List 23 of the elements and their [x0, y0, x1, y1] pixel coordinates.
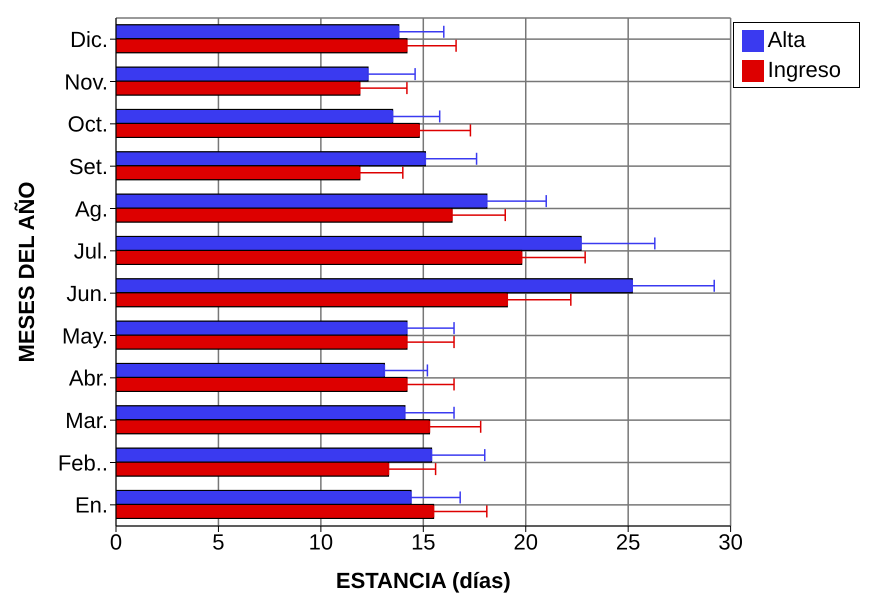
y-tick-label: Set. [68, 154, 108, 179]
x-axis-title: ESTANCIA (días) [336, 568, 511, 593]
y-tick-label: Jul. [74, 238, 108, 264]
y-tick-label: Dic. [70, 26, 108, 52]
x-tick-label: 25 [616, 530, 640, 555]
x-tick-label: 10 [308, 530, 334, 555]
y-tick-label: Oct. [68, 112, 108, 137]
x-tick-label: 30 [718, 530, 743, 555]
legend-label: Alta [768, 27, 806, 52]
y-tick-label: Jun. [66, 280, 108, 306]
x-tick-label: 0 [110, 530, 122, 555]
y-tick-label: Nov. [64, 69, 108, 94]
y-axis-title: MESES DEL AÑO [14, 182, 39, 362]
y-tick-label: Feb.. [58, 450, 108, 476]
x-tick-label: 5 [212, 530, 225, 555]
y-tick-label: May. [62, 323, 108, 348]
y-tick-label: Ag. [74, 196, 108, 222]
y-tick-label: En. [74, 492, 108, 518]
x-tick-label: 15 [411, 530, 436, 555]
y-tick-label: Mar. [65, 408, 108, 433]
legend-label: Ingreso [768, 57, 841, 82]
x-tick-label: 20 [513, 530, 538, 555]
y-tick-label: Abr. [68, 366, 108, 391]
